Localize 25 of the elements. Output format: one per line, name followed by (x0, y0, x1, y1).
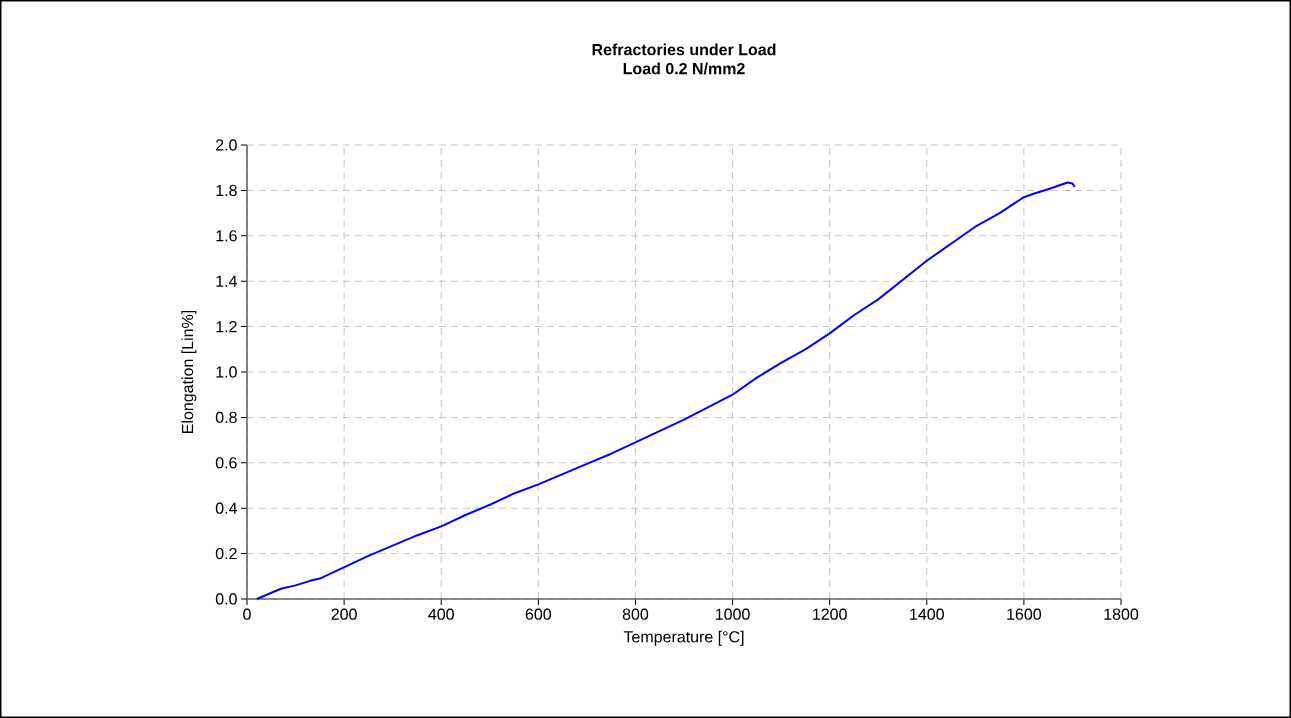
y-tick-label: 1.8 (216, 184, 237, 197)
y-tick-label: 1.6 (216, 230, 237, 242)
y-tick-label: 2.0 (216, 139, 237, 151)
x-tick-label: 600 (525, 608, 552, 620)
x-axis-title: Temperature [°C] (623, 630, 744, 646)
y-tick-label: 1.2 (216, 321, 237, 333)
x-tick-label: 1000 (715, 608, 750, 620)
chart-subtitle: Load 0.2 N/mm2 (623, 62, 745, 75)
x-tick-label: 1800 (1104, 608, 1139, 620)
y-tick-label: 1.4 (216, 275, 237, 287)
x-tick-label: 1400 (910, 608, 944, 620)
y-tick-label: 0.8 (215, 411, 237, 424)
y-tick-label: 0.2 (215, 547, 237, 560)
y-tick-label: 0.4 (215, 502, 237, 514)
x-tick-label: 1600 (1007, 608, 1042, 620)
y-axis-title: Elongation [Lin%] (181, 310, 197, 433)
y-tick-label: 1.0 (216, 366, 237, 378)
x-tick-label: 200 (331, 608, 357, 620)
x-tick-label: 400 (428, 608, 454, 620)
x-tick-label: 1200 (813, 608, 847, 620)
y-tick-label: 0.0 (215, 593, 237, 605)
x-tick-label: 0 (243, 608, 251, 620)
x-tick-label: 800 (622, 608, 649, 620)
chart-title: Refractories under Load (592, 43, 776, 56)
y-tick-label: 0.6 (215, 457, 237, 469)
